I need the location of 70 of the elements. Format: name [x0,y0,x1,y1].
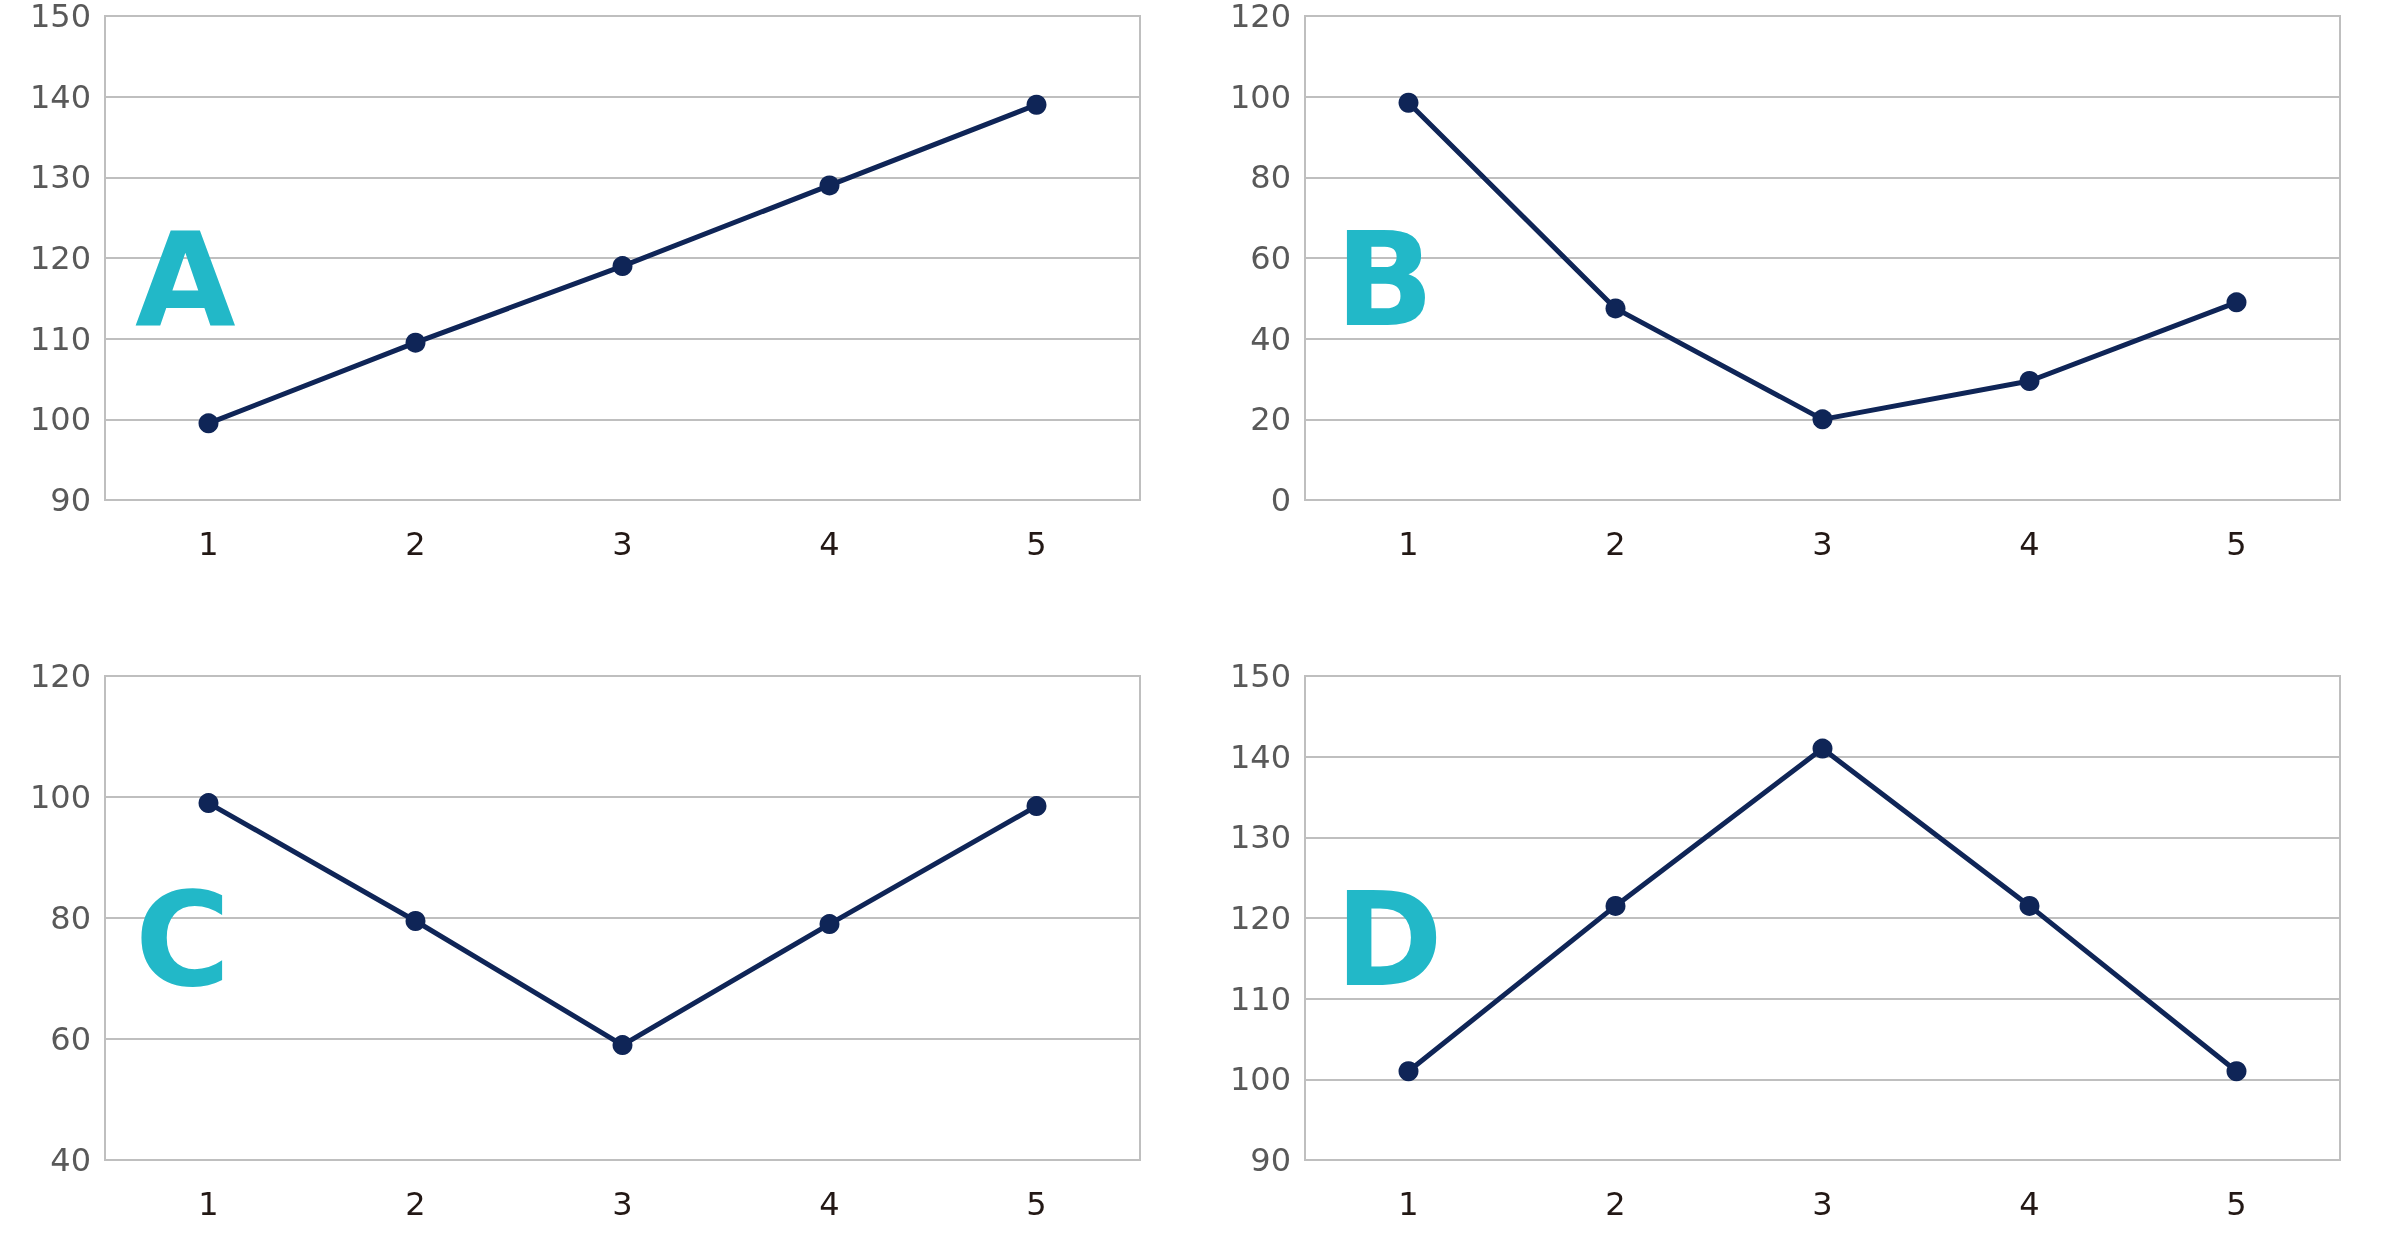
annotation: A [135,204,236,356]
x-tick-label: 5 [2226,1185,2247,1223]
x-tick-label: 1 [198,525,219,563]
y-tick-label: 130 [29,158,91,197]
point [819,175,840,196]
x-tick-label: 1 [1398,1185,1419,1223]
x-tick-label: 4 [819,525,840,563]
annotation: C [135,864,231,1016]
point [1026,94,1047,115]
point [1812,409,1833,430]
point [2226,1061,2247,1082]
point [2226,292,2247,313]
point [198,793,219,814]
point [405,911,426,932]
x-tick-label: 3 [612,1185,633,1223]
y-tick-label: 150 [1229,657,1291,695]
x-tick-label: 2 [405,525,426,563]
y-tick-label: 120 [1229,899,1291,937]
y-tick-label: 100 [29,778,91,816]
y-tick-label: 140 [1229,737,1291,776]
x-tick-label: 3 [1812,1185,1833,1223]
point [1398,1061,1419,1082]
x-tick-label: 3 [1812,525,1833,563]
y-tick-label: 100 [29,400,91,439]
y-tick-label: 100 [1229,1060,1291,1099]
y-tick-label: 120 [29,239,91,277]
y-tick-label: 80 [50,899,91,937]
point [2019,371,2040,392]
x-tick-label: 1 [198,1185,219,1223]
x-tick-label: 4 [2019,1185,2040,1223]
y-tick-label: 90 [1250,1141,1291,1179]
x-tick-label: 5 [2226,525,2247,563]
x-tick-label: 2 [1605,525,1626,563]
y-tick-label: 40 [50,1141,91,1179]
x-tick-label: 2 [405,1185,426,1223]
annotation: D [1335,864,1443,1016]
x-tick-label: 5 [1026,1185,1047,1223]
point [1812,738,1833,759]
point [1605,895,1626,916]
point [612,1035,633,1056]
point [198,413,219,434]
point [2019,895,2040,916]
y-tick-label: 0 [1270,481,1291,519]
y-tick-label: 120 [1229,0,1291,35]
x-tick-label: 1 [1398,525,1419,563]
y-tick-label: 60 [1250,239,1291,277]
y-tick-label: 80 [1250,158,1291,197]
y-tick-label: 20 [1250,400,1291,439]
y-tick-label: 150 [29,0,91,35]
y-tick-label: 110 [1229,979,1291,1018]
annotation: B [1335,204,1435,356]
y-tick-label: 90 [50,481,91,519]
x-tick-label: 4 [2019,525,2040,563]
point [405,332,426,353]
y-tick-label: 100 [1229,77,1291,116]
x-tick-label: 3 [612,525,633,563]
x-tick-label: 2 [1605,1185,1626,1223]
y-tick-label: 140 [29,77,91,116]
point [1026,796,1047,817]
y-tick-label: 120 [29,657,91,695]
y-tick-label: 130 [1229,818,1291,857]
point [612,256,633,277]
x-tick-label: 5 [1026,525,1047,563]
y-tick-label: 60 [50,1020,91,1058]
point [1398,92,1419,113]
y-tick-label: 110 [29,319,91,358]
point [1605,298,1626,319]
y-tick-label: 40 [1250,319,1291,358]
point [819,914,840,935]
x-tick-label: 4 [819,1185,840,1223]
